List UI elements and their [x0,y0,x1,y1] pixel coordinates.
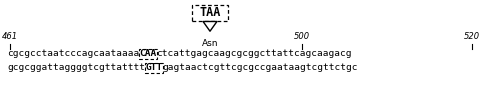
Text: gcgcggattaggggtcgttatttt: gcgcggattaggggtcgttatttt [7,64,145,73]
Text: 500: 500 [294,32,310,41]
Text: 520: 520 [464,32,480,41]
Text: cgcgcctaatcccagcaataaaa: cgcgcctaatcccagcaataaaa [7,49,139,58]
Text: TAA: TAA [200,6,220,19]
FancyBboxPatch shape [192,5,228,21]
Text: ctcattgagcaagcgcggcttattcagcaagacg: ctcattgagcaagcgcggcttattcagcaagacg [156,49,352,58]
Text: CAA: CAA [139,49,156,58]
Text: Asn: Asn [202,39,218,48]
Text: gagtaactcgttcgcgccgaataagtcgttctgc: gagtaactcgttcgcgccgaataagtcgttctgc [162,64,358,73]
FancyArrowPatch shape [203,22,217,31]
Text: 461: 461 [2,32,18,41]
Text: GTT: GTT [145,64,162,73]
